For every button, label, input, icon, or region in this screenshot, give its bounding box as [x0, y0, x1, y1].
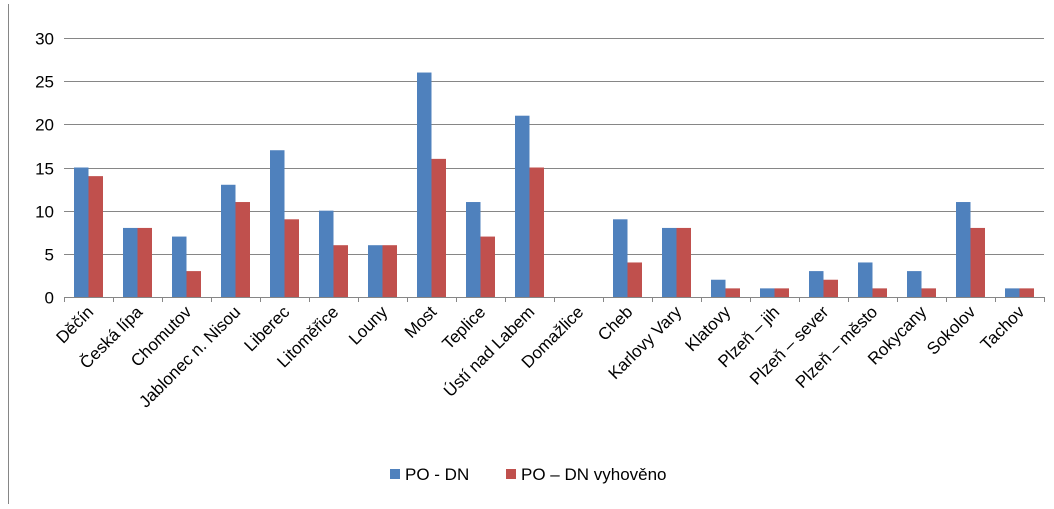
legend: PO - DN PO – DN vyhověno — [390, 465, 667, 484]
bar-po-dn-vyhoveno — [382, 245, 397, 297]
bar-po-dn-vyhoveno — [529, 167, 544, 297]
chart-frame: 0 5 10 15 20 25 30 Děčín Česká lípa Chomutov Jabl… — [8, 4, 1050, 504]
y-tick-label: 10 — [35, 203, 54, 222]
bar-po-dn-vyhoveno — [774, 288, 789, 297]
bar-po-dn-vyhoveno — [480, 236, 495, 297]
x-tick-label: Tachov — [977, 302, 1029, 354]
bar-po-dn-vyhoveno — [88, 176, 103, 297]
y-tick-label: 0 — [45, 289, 54, 308]
bar-po-dn-vyhoveno — [1019, 288, 1034, 297]
y-tick-label: 30 — [35, 30, 54, 49]
y-tick-label: 5 — [45, 246, 54, 265]
x-tick-label: Cheb — [594, 302, 636, 344]
legend-swatch — [390, 469, 400, 479]
bars — [74, 72, 1034, 298]
gridlines — [64, 38, 1044, 255]
bar-po-dn — [1005, 288, 1020, 297]
y-tick-label: 20 — [35, 116, 54, 135]
bar-po-dn-vyhoveno — [823, 279, 838, 297]
bar-po-dn — [956, 202, 971, 297]
bar-po-dn-vyhoveno — [333, 245, 348, 297]
bar-po-dn-vyhoveno — [235, 202, 250, 297]
bar-po-dn — [760, 288, 775, 297]
bar-po-dn-vyhoveno — [186, 271, 201, 297]
bar-po-dn-vyhoveno — [431, 158, 446, 297]
bar-po-dn — [270, 150, 285, 297]
bar-po-dn — [172, 236, 187, 297]
x-tick-label: Louny — [345, 302, 392, 349]
y-axis-tick-labels: 0 5 10 15 20 25 30 — [35, 30, 54, 308]
bar-po-dn — [613, 219, 628, 297]
bar-po-dn-vyhoveno — [627, 262, 642, 297]
legend-label: PO – DN vyhověno — [521, 465, 667, 484]
bar-po-dn — [123, 227, 138, 297]
bar-po-dn — [368, 245, 383, 297]
bar-po-dn-vyhoveno — [725, 288, 740, 297]
bar-po-dn — [907, 271, 922, 297]
bar-po-dn-vyhoveno — [137, 227, 152, 297]
bar-po-dn — [662, 227, 677, 297]
bar-po-dn-vyhoveno — [921, 288, 936, 297]
bar-po-dn — [515, 115, 530, 297]
bar-po-dn — [417, 72, 432, 298]
legend-swatch — [506, 469, 516, 479]
bar-po-dn-vyhoveno — [284, 219, 299, 297]
bar-po-dn — [466, 202, 481, 297]
y-tick-label: 15 — [35, 160, 54, 179]
bar-po-dn — [809, 271, 824, 297]
bar-po-dn — [74, 167, 89, 297]
bar-po-dn-vyhoveno — [676, 227, 691, 297]
y-tick-label: 25 — [35, 73, 54, 92]
x-tick-label: Děčín — [52, 302, 97, 347]
bar-po-dn — [858, 262, 873, 297]
bar-po-dn-vyhoveno — [872, 288, 887, 297]
x-tick-label: Sokolov — [923, 302, 980, 359]
bar-po-dn — [711, 279, 726, 297]
bar-po-dn — [319, 210, 334, 297]
x-tick-label: Most — [401, 302, 441, 342]
bar-po-dn-vyhoveno — [970, 227, 985, 297]
bar-po-dn — [221, 184, 236, 297]
legend-label: PO - DN — [405, 465, 469, 484]
